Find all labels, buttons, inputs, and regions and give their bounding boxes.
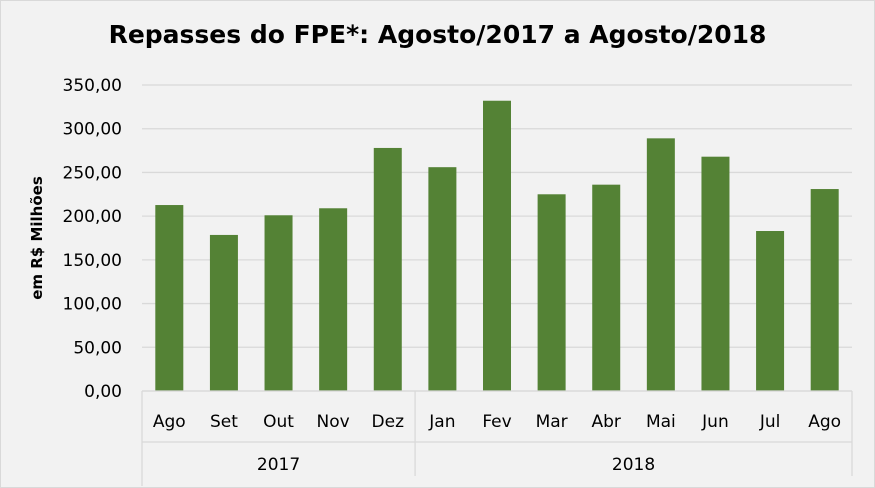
x-tick-label: Ago — [808, 412, 841, 432]
y-tick-label: 50,00 — [73, 338, 122, 358]
y-tick-label: 350,00 — [63, 76, 122, 96]
chart-title: Repasses do FPE*: Agosto/2017 a Agosto/2… — [108, 20, 767, 49]
bar-jul-11 — [756, 231, 785, 391]
x-tick-label: Jul — [759, 412, 781, 432]
bar-nov-3 — [319, 208, 348, 391]
x-tick-label: Fev — [482, 412, 511, 432]
x-tick-label: Abr — [592, 412, 621, 432]
y-tick-label: 100,00 — [63, 295, 122, 315]
y-tick-label: 300,00 — [63, 120, 122, 140]
bar-jan-5 — [428, 167, 457, 391]
bar-fev-6 — [483, 100, 511, 391]
bar-out-2 — [264, 215, 293, 391]
bar-abr-8 — [592, 184, 621, 391]
x-tick-label: Mai — [646, 412, 676, 432]
group-label-2017: 2017 — [257, 455, 300, 475]
x-tick-label: Nov — [317, 412, 350, 432]
bar-ago-12 — [810, 189, 839, 391]
bar-dez-4 — [373, 147, 402, 391]
x-tick-label: Set — [210, 412, 238, 432]
bar-jun-10 — [701, 156, 730, 391]
x-tick-label: Ago — [153, 412, 186, 432]
x-tick-label: Out — [263, 412, 294, 432]
x-tick-label: Dez — [372, 412, 405, 432]
group-label-2018: 2018 — [612, 455, 655, 475]
x-tick-label: Jan — [428, 412, 455, 432]
y-tick-label: 150,00 — [63, 251, 122, 271]
y-tick-label: 200,00 — [63, 207, 122, 227]
x-tick-label: Jun — [701, 412, 729, 432]
bar-ago-0 — [155, 205, 184, 391]
bar-mai-9 — [646, 138, 675, 391]
x-tick-label: Mar — [536, 412, 568, 432]
y-tick-label: 0,00 — [84, 382, 122, 402]
y-tick-label: 250,00 — [63, 163, 122, 183]
y-axis-title: em R$ Milhões — [28, 176, 46, 300]
bar-mar-7 — [537, 194, 566, 391]
bar-set-1 — [209, 234, 238, 391]
